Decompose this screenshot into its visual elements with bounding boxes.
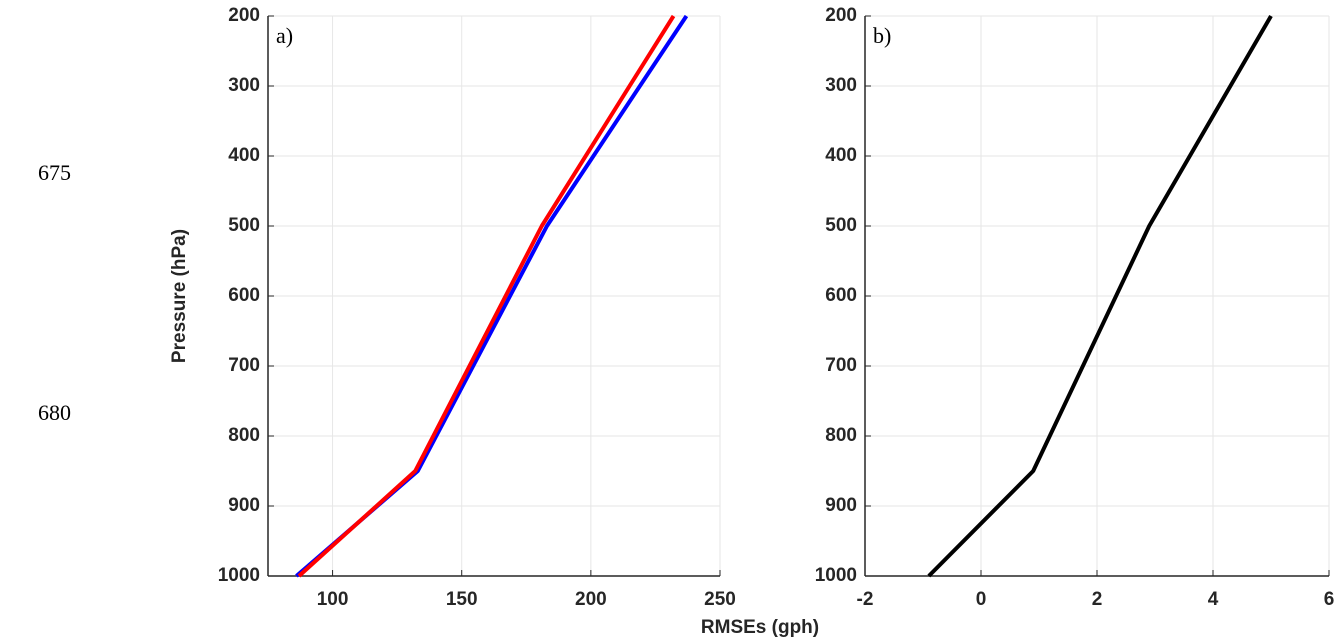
x-tick-label: 0 (976, 589, 987, 610)
y-tick-label: 600 (825, 285, 857, 306)
y-tick-label: 300 (825, 75, 857, 96)
x-tick-label: 2 (1092, 589, 1103, 610)
y-tick-label: 400 (228, 145, 260, 166)
x-axis-label: RMSEs (gph) (701, 617, 819, 638)
data-line (927, 14, 1273, 578)
y-tick-label: 500 (228, 215, 260, 236)
y-tick-label: 300 (228, 75, 260, 96)
data-line (297, 14, 676, 578)
x-tick-label: 250 (704, 589, 736, 610)
panel-label: b) (873, 23, 891, 48)
x-tick-label: 200 (575, 589, 607, 610)
x-tick-label: -2 (857, 589, 874, 610)
line-number: 675 (38, 160, 71, 185)
x-tick-label: 150 (446, 589, 478, 610)
y-tick-label: 700 (228, 355, 260, 376)
y-tick-label: 200 (228, 5, 260, 26)
y-tick-label: 400 (825, 145, 857, 166)
y-tick-label: 700 (825, 355, 857, 376)
line-number: 680 (38, 400, 71, 425)
x-tick-label: 6 (1324, 589, 1335, 610)
y-tick-label: 900 (825, 495, 857, 516)
y-tick-label: 1000 (218, 565, 260, 586)
x-tick-label: 100 (317, 589, 349, 610)
y-tick-label: 500 (825, 215, 857, 236)
y-tick-label: 1000 (815, 565, 857, 586)
y-tick-label: 800 (825, 425, 857, 446)
y-tick-label: 200 (825, 5, 857, 26)
y-tick-label: 600 (228, 285, 260, 306)
y-tick-label: 800 (228, 425, 260, 446)
x-tick-label: 4 (1208, 589, 1219, 610)
y-axis-label: Pressure (hPa) (169, 229, 190, 363)
panel-label: a) (276, 23, 293, 48)
y-tick-label: 900 (228, 495, 260, 516)
